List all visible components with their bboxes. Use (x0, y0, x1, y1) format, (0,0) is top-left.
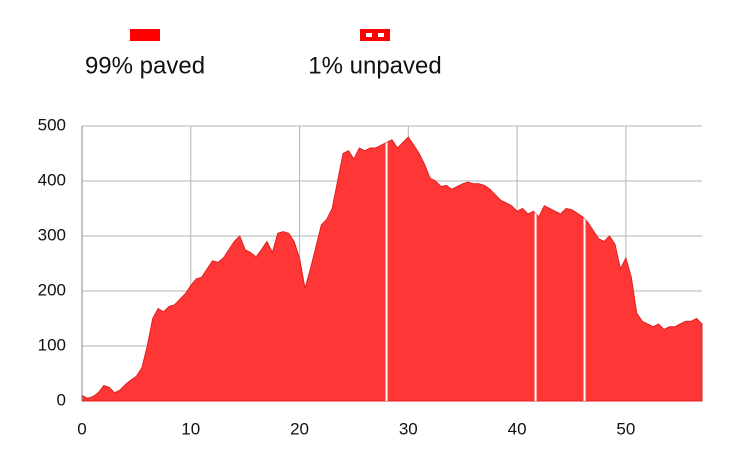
legend-swatch-dot (366, 33, 372, 37)
legend-swatch-unpaved (360, 29, 390, 41)
x-tick-label: 40 (508, 419, 527, 438)
legend-swatch-dot (378, 33, 384, 37)
y-tick-label: 0 (57, 390, 66, 409)
x-tick-label: 50 (616, 419, 635, 438)
elevation-area (81, 136, 703, 402)
x-tick-label: 10 (181, 419, 200, 438)
y-tick-label: 300 (38, 225, 66, 244)
legend-label: 99% paved (85, 52, 205, 79)
x-tick-label: 0 (77, 419, 86, 438)
y-tick-label: 200 (38, 280, 66, 299)
legend-swatch-paved (130, 29, 160, 41)
legend-label: 1% unpaved (308, 52, 441, 79)
x-tick-label: 20 (290, 419, 309, 438)
y-tick-label: 100 (38, 335, 66, 354)
y-tick-label: 500 (38, 115, 66, 134)
y-tick-label: 400 (38, 170, 66, 189)
x-tick-label: 30 (399, 419, 418, 438)
